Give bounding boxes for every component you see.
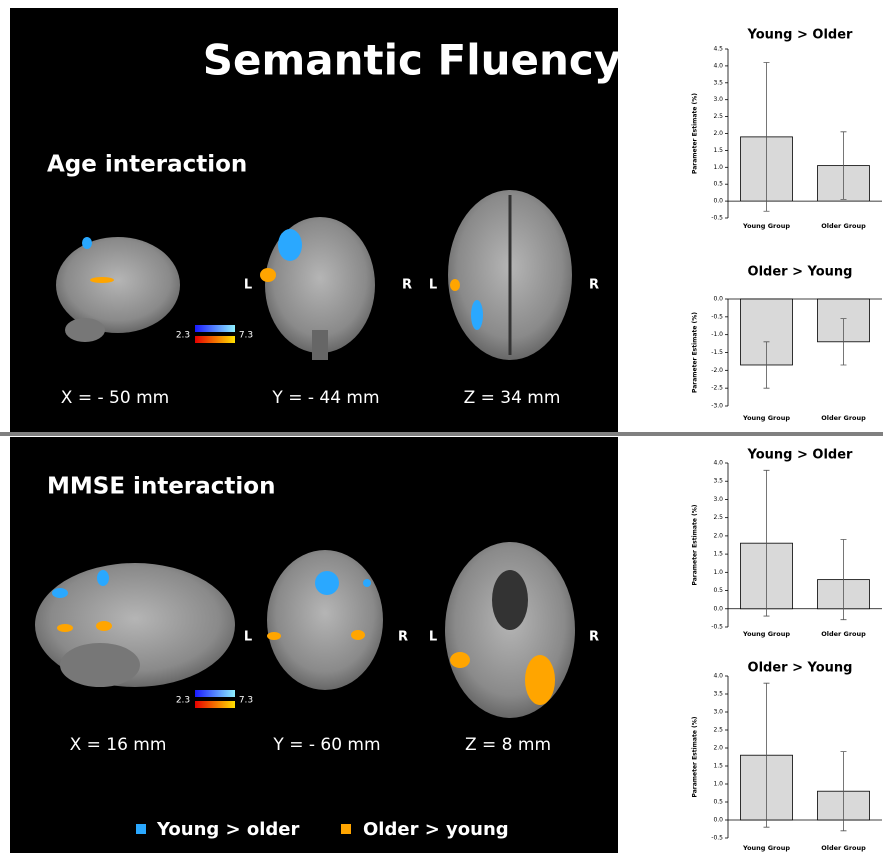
x-tick-label: Older Group [821,222,866,230]
y-tick-label: 2.0 [713,532,723,539]
y-tick-label: -0.5 [711,313,723,320]
y-tick-label: 1.0 [713,164,723,171]
colorbar-max: 7.3 [239,696,253,706]
y-tick-label: 0.5 [713,799,723,806]
y-tick-label: 4.0 [713,673,723,680]
legend-label: Older > young [363,819,509,840]
y-tick-label: -0.5 [711,624,723,631]
y-tick-label: 0.0 [713,605,723,612]
y-tick-label: -3.0 [711,403,723,410]
figure: Semantic Fluency Age interaction 2.3 7.3… [0,0,883,853]
panel-heading: MMSE interaction [47,474,275,500]
chart-title: Young > Older [747,448,854,463]
view-coordinate: Z = 8 mm [465,735,551,755]
y-tick-label: 4.0 [713,62,723,69]
side-label: R [402,278,412,293]
y-tick-label: 2.0 [713,130,723,137]
y-tick-label: 1.5 [713,763,723,770]
y-tick-label: -2.0 [711,367,723,374]
side-label: L [429,278,437,293]
view-coordinate: Y = - 60 mm [272,735,380,755]
x-tick-label: Young Group [742,844,790,852]
y-axis-label: Parameter Estimate (%) [692,504,699,585]
x-tick-label: Older Group [821,630,866,638]
y-tick-label: 3.0 [713,709,723,716]
y-tick-label: 2.5 [713,113,723,120]
y-tick-label: -1.0 [711,331,723,338]
y-tick-label: 0.5 [713,181,723,188]
view-coordinate: X = - 50 mm [61,388,169,408]
y-tick-label: -1.5 [711,349,723,356]
side-label: L [244,630,252,645]
y-tick-label: 3.5 [713,478,723,485]
separator [0,432,883,436]
y-tick-label: -2.5 [711,385,723,392]
chart-title: Older > Young [748,265,853,280]
colorbar-max: 7.3 [239,331,253,341]
y-tick-label: 0.5 [713,587,723,594]
x-tick-label: Older Group [821,414,866,422]
view-coordinate: Y = - 44 mm [271,388,379,408]
chart-title: Older > Young [748,661,853,676]
y-tick-label: 3.5 [713,79,723,86]
y-tick-label: 2.5 [713,514,723,521]
x-tick-label: Young Group [742,222,790,230]
y-tick-label: 0.0 [713,817,723,824]
colorbar-min: 2.3 [176,331,190,341]
side-label: R [589,630,599,645]
y-tick-label: 2.5 [713,727,723,734]
x-tick-label: Young Group [742,630,790,638]
y-tick-label: 1.5 [713,551,723,558]
colorbar-min: 2.3 [176,696,190,706]
y-tick-label: 1.0 [713,781,723,788]
x-tick-label: Older Group [821,844,866,852]
x-tick-label: Young Group [742,414,790,422]
legend-label: Young > older [156,819,300,840]
y-tick-label: 2.0 [713,745,723,752]
panel-heading: Age interaction [47,152,247,178]
y-tick-label: 1.0 [713,569,723,576]
y-tick-label: -0.5 [711,835,723,842]
figure-title: Semantic Fluency [203,36,621,85]
y-axis-label: Parameter Estimate (%) [692,312,699,393]
side-label: L [244,278,252,293]
view-coordinate: Z = 34 mm [464,388,561,408]
y-tick-label: 0.0 [713,296,723,303]
y-tick-label: 4.0 [713,460,723,467]
side-label: R [589,278,599,293]
y-tick-label: 3.0 [713,496,723,503]
view-coordinate: X = 16 mm [70,735,167,755]
side-label: L [429,630,437,645]
y-tick-label: 4.5 [713,46,723,53]
y-tick-label: 1.5 [713,147,723,154]
y-tick-label: 0.0 [713,198,723,205]
y-tick-label: 3.5 [713,691,723,698]
chart-title: Young > Older [747,28,854,43]
side-label: R [398,630,408,645]
legend-swatch [136,824,146,834]
y-axis-label: Parameter Estimate (%) [692,716,699,797]
y-axis-label: Parameter Estimate (%) [692,93,699,174]
y-tick-label: -0.5 [711,215,723,222]
legend-swatch [341,824,351,834]
y-tick-label: 3.0 [713,96,723,103]
